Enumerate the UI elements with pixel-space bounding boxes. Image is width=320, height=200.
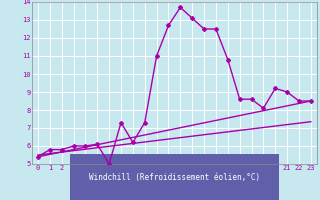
X-axis label: Windchill (Refroidissement éolien,°C): Windchill (Refroidissement éolien,°C)	[89, 173, 260, 182]
